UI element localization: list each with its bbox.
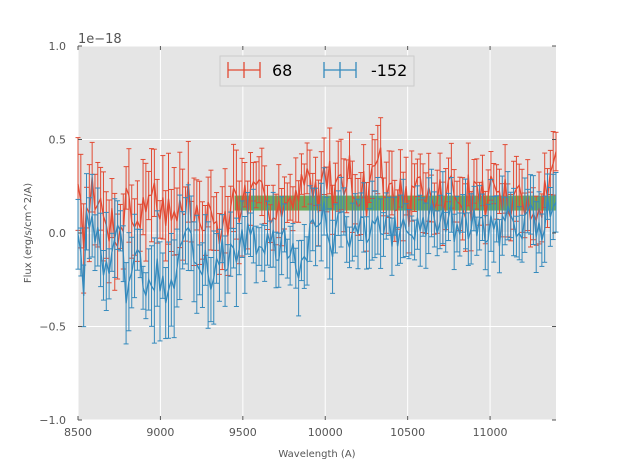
flux-band bbox=[234, 195, 556, 211]
series-layer bbox=[75, 117, 559, 345]
y-tick-label: 0.0 bbox=[49, 227, 67, 240]
x-tick-label: 11000 bbox=[473, 426, 508, 439]
y-tick-label: 0.5 bbox=[49, 134, 67, 147]
x-tick-label: 10000 bbox=[308, 426, 343, 439]
legend-label-neg152: -152 bbox=[371, 61, 407, 80]
band-layer bbox=[234, 195, 556, 211]
series-line bbox=[77, 196, 557, 304]
legend-marker-neg152 bbox=[323, 62, 357, 78]
y-axis-label: Flux (erg/s/cm^2/A) bbox=[23, 183, 34, 283]
x-tick-label: 9000 bbox=[146, 426, 174, 439]
y-offset-label: 1e−18 bbox=[78, 32, 122, 47]
y-tick-label: −0.5 bbox=[39, 321, 66, 334]
legend-label-68: 68 bbox=[272, 61, 292, 80]
legend-marker-68 bbox=[227, 62, 261, 78]
axes: 8500 9000 9500 10000 10500 11000 1.0 0.5 0.0 −0.5… bbox=[39, 40, 556, 439]
y-tick-label: −1.0 bbox=[39, 414, 66, 427]
x-tick-label: 9500 bbox=[229, 426, 257, 439]
y-tick-label: 1.0 bbox=[49, 40, 67, 53]
series-neg152 bbox=[75, 167, 559, 345]
x-axis-label: Wavelength (A) bbox=[278, 449, 355, 460]
x-tick-label: 10500 bbox=[390, 426, 425, 439]
legend: 68 -152 bbox=[219, 55, 415, 87]
legend-box bbox=[219, 55, 415, 87]
x-tick-label: 8500 bbox=[64, 426, 92, 439]
